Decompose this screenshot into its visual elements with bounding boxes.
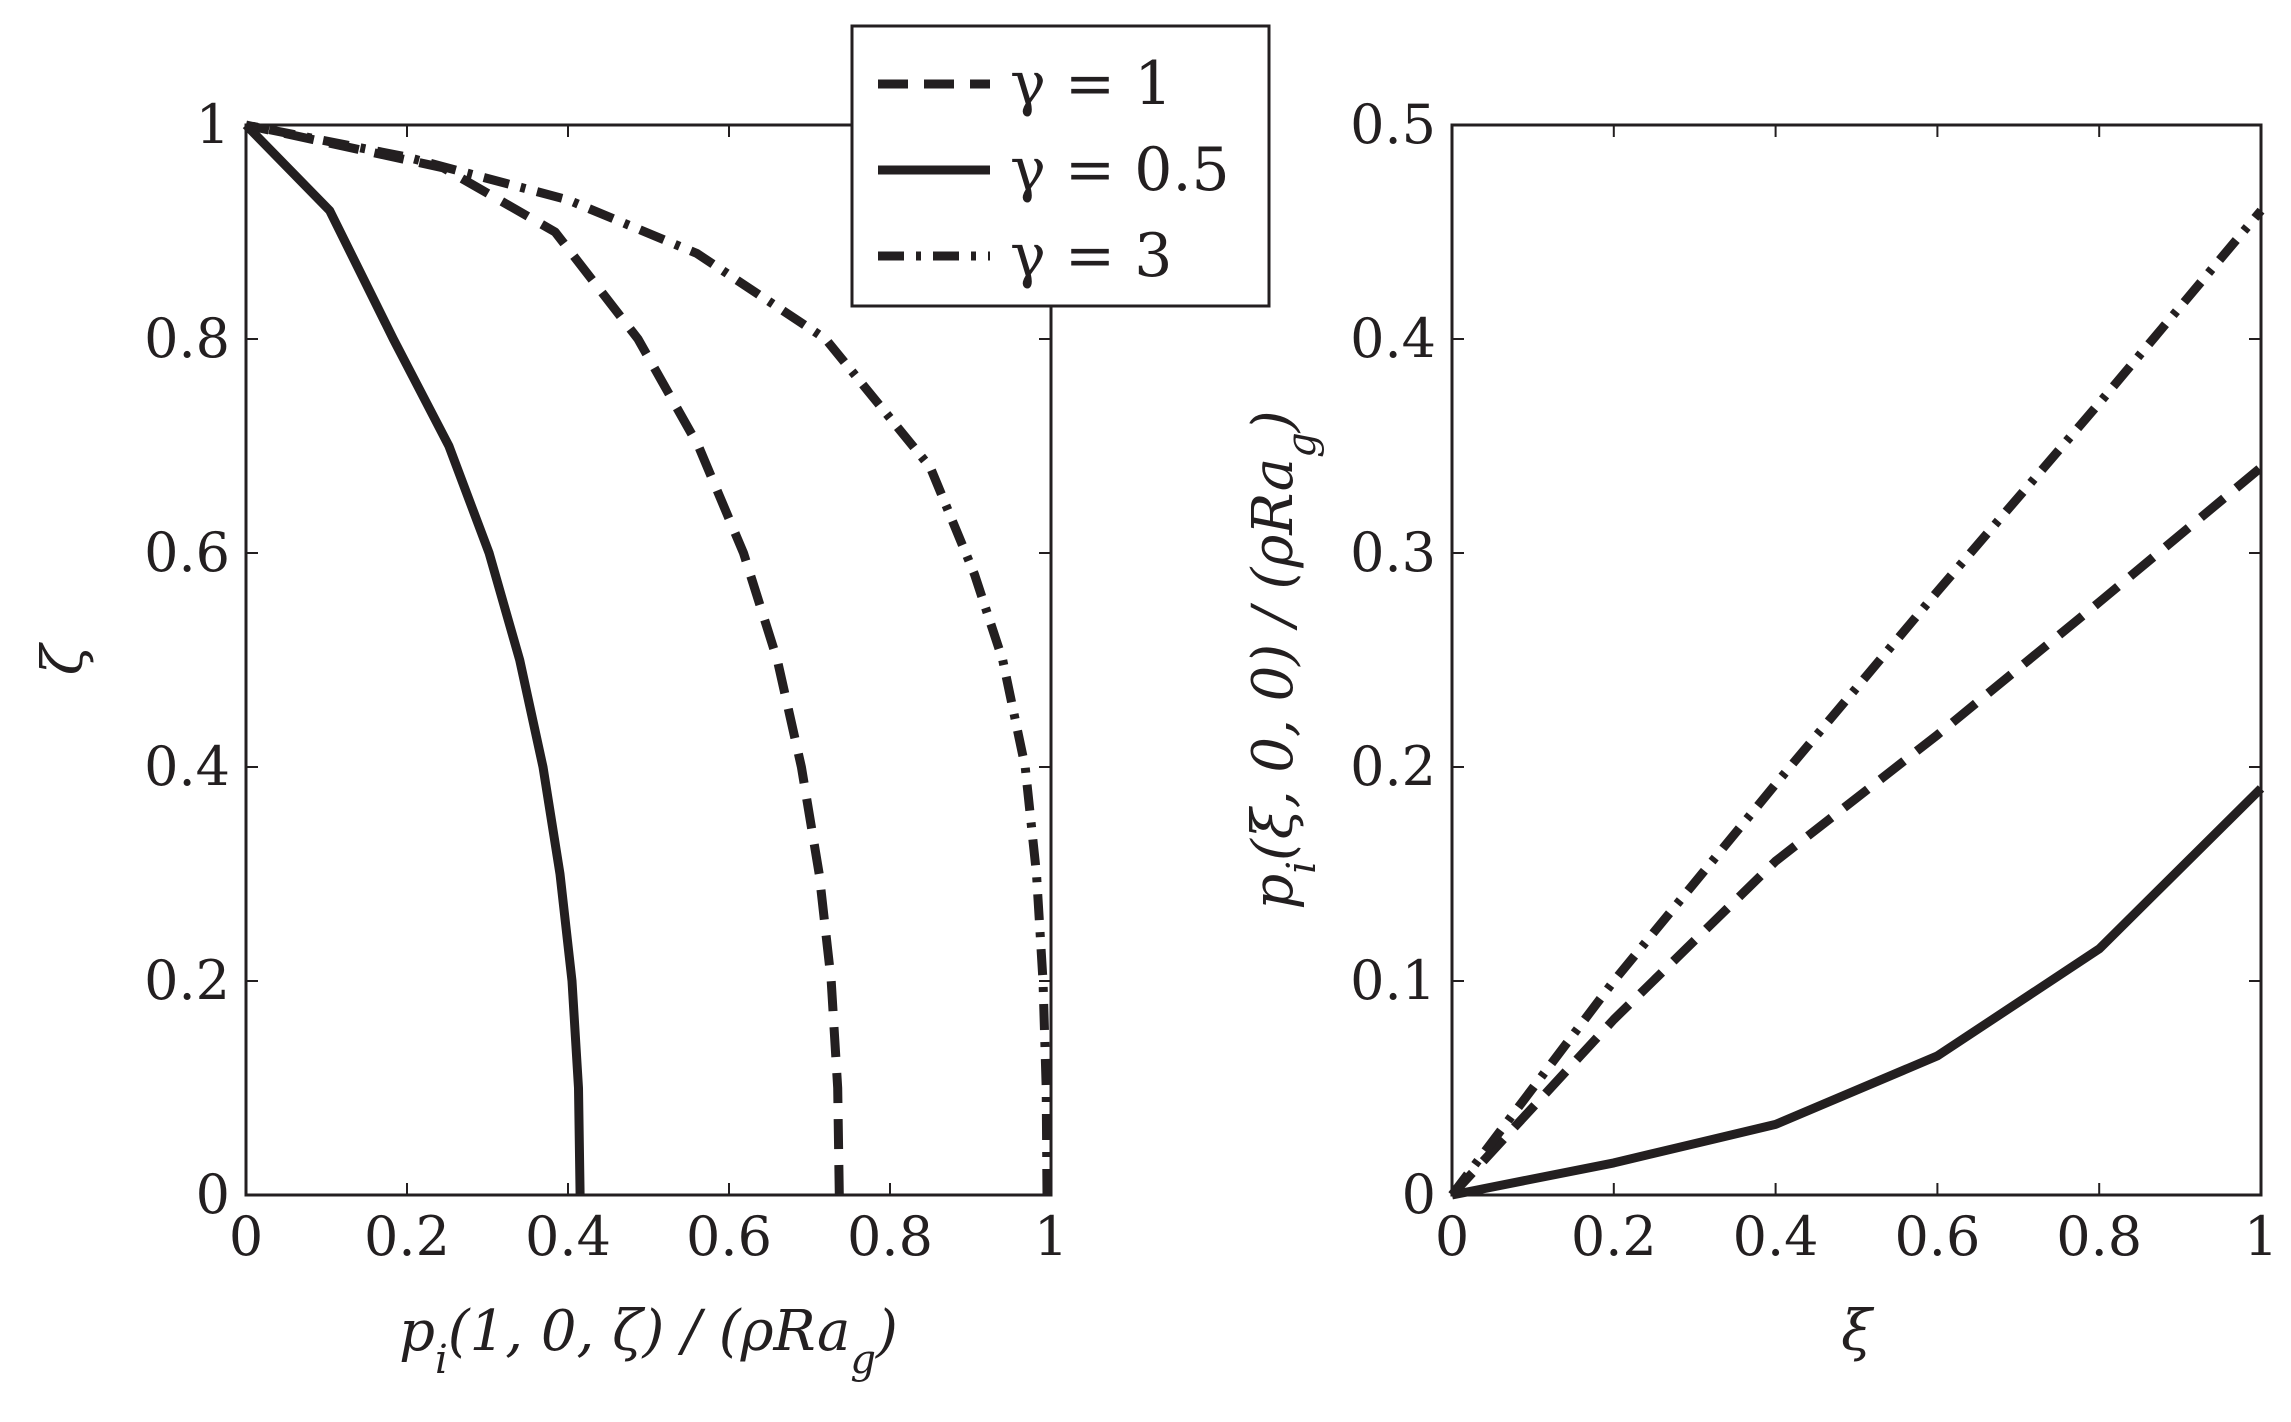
y-tick-label: 0.8	[144, 307, 230, 370]
y-tick-label: 0.2	[144, 949, 230, 1012]
y-tick-label: 1	[196, 93, 230, 156]
y-tick-label: 0	[1402, 1163, 1436, 1226]
x-tick-label: 0.8	[847, 1205, 933, 1268]
x-tick-label: 0.6	[1894, 1205, 1980, 1268]
series-line-solid	[1451, 785, 2265, 1200]
series-line-solid	[242, 121, 585, 1196]
x-tick-label: 0.4	[525, 1205, 611, 1268]
plot-frame	[244, 123, 1053, 1197]
x-tick-label: 0	[1435, 1205, 1469, 1268]
legend: γ = 1 γ = 0.5 γ = 3	[850, 24, 1271, 308]
x-tick-label: 0.4	[1733, 1205, 1819, 1268]
legend-label: γ = 1	[1010, 49, 1172, 119]
x-tick-label: 1	[1034, 1205, 1068, 1268]
y-tick-label: 0	[196, 1163, 230, 1226]
legend-label: γ = 3	[1010, 221, 1172, 291]
y-tick-label: 0.5	[1350, 93, 1436, 156]
x-tick-label: 0	[229, 1205, 263, 1268]
y-axis-label: ζ	[31, 641, 96, 675]
x-axis-label: ξ	[1841, 1299, 1875, 1364]
plot-frame	[1450, 123, 2263, 1197]
y-tick-label: 0.4	[1350, 307, 1436, 370]
x-tick-label: 0.8	[2056, 1205, 2142, 1268]
x-tick-label: 0.2	[364, 1205, 450, 1268]
legend-label: γ = 0.5	[1010, 135, 1230, 205]
y-tick-label: 0.4	[144, 735, 230, 798]
x-tick-label: 0.2	[1571, 1205, 1657, 1268]
y-tick-label: 0.6	[144, 521, 230, 584]
series-line-dashed	[245, 120, 844, 1196]
x-axis-label: pi(1, 0, ζ) / (ρRag)	[399, 1299, 898, 1383]
series-line-dashed	[1448, 463, 2264, 1199]
y-axis-label: pi(ξ, 0, 0) / (ρRag)	[1241, 410, 1325, 909]
x-tick-label: 1	[2244, 1205, 2278, 1268]
series-line-dashdot	[1448, 207, 2265, 1198]
right-chart: 0 0.2 0.4 0.6 0.8 1 0 0.1 0.2 0.3 0.4 0.5 ξ pi(ξ, 0, …	[1241, 93, 2278, 1364]
x-tick-label: 0.6	[686, 1205, 772, 1268]
y-tick-label: 0.3	[1350, 521, 1436, 584]
y-tick-label: 0.2	[1350, 735, 1436, 798]
left-chart: 0 0.2 0.4 0.6 0.8 1 0 0.2 0.4 0.6 0.8 1 pi(1, 0, ζ) …	[31, 93, 1068, 1383]
series-line-dashdot	[245, 120, 1052, 1196]
y-tick-label: 0.1	[1350, 949, 1436, 1012]
